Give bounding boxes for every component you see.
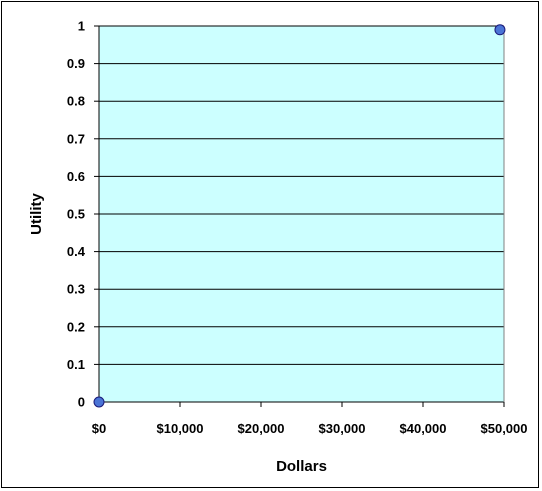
x-tick-labels: $0 $10,000 $20,000 $30,000 $40,000 $50,000 <box>92 402 528 436</box>
y-tick-label: 0.4 <box>67 244 86 259</box>
y-tick-label: 0.7 <box>67 131 85 146</box>
x-tick-label: $50,000 <box>481 421 528 436</box>
y-tick-label: 1 <box>78 19 85 34</box>
y-tick-labels: 0 0.1 0.2 0.3 0.4 0.5 0.6 0.7 0.8 0.9 1 <box>67 19 99 410</box>
y-tick-label: 0.9 <box>67 56 85 71</box>
x-tick-label: $10,000 <box>157 421 204 436</box>
y-tick-label: 0.2 <box>67 319 85 334</box>
data-points <box>93 24 506 408</box>
x-tick-label: $0 <box>92 421 106 436</box>
y-tick-label: 0.1 <box>67 357 85 372</box>
data-point <box>494 24 506 36</box>
y-tick-label: 0.6 <box>67 169 85 184</box>
x-tick-label: $20,000 <box>238 421 285 436</box>
x-tick-label: $30,000 <box>319 421 366 436</box>
y-tick-label: 0.5 <box>67 207 85 222</box>
y-tick-label: 0.3 <box>67 282 85 297</box>
gridlines <box>99 25 504 365</box>
y-tick-label: 0.8 <box>67 94 85 109</box>
y-tick-label: 0 <box>78 395 85 410</box>
y-axis-title: Utility <box>28 193 45 235</box>
x-axis-title: Dollars <box>276 458 327 475</box>
x-tick-label: $40,000 <box>400 421 447 436</box>
data-point <box>93 396 105 408</box>
